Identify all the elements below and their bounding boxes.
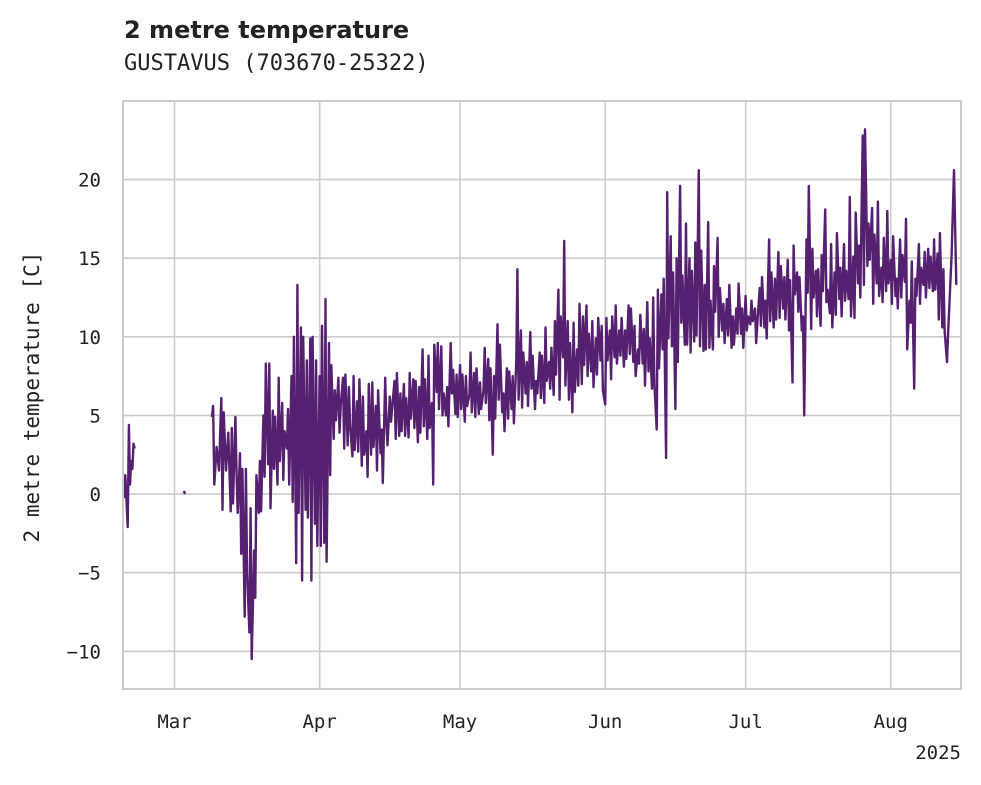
x-tick-label: Mar [157,711,191,733]
x-tick-label: Aug [874,711,908,733]
y-tick-label: 0 [90,484,101,506]
plot-frame [122,100,962,690]
chart-title: 2 metre temperature [124,16,410,44]
x-tick-label: Apr [302,711,336,733]
temperature-series-line [182,490,187,495]
tick-labels: −10 −5 0 5 10 15 20 Mar Apr May Jun Jul Aug [67,170,908,733]
y-tick-label: 10 [78,327,101,349]
year-label: 2025 [915,742,961,764]
y-tick-label: 20 [78,170,101,192]
x-tick-label: Jul [728,711,762,733]
y-tick-label: −10 [67,641,101,663]
temperature-series-line [121,423,136,529]
temperature-series-line [210,128,958,661]
series-layer [121,128,958,661]
y-tick-label: 5 [90,405,101,427]
y-tick-label: −5 [78,563,101,585]
x-tick-label: May [443,711,477,733]
x-tick-label: Jun [588,711,622,733]
y-axis-label: 2 metre temperature [C] [20,252,44,543]
y-tick-label: 15 [78,248,101,270]
chart-subtitle: GUSTAVUS (703670-25322) [124,51,429,76]
